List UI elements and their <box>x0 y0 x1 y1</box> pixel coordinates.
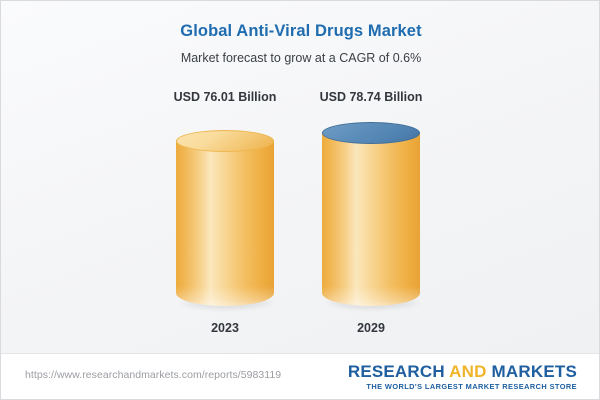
research-and-markets-logo: RESEARCH AND MARKETS THE WORLD'S LARGEST… <box>348 362 577 391</box>
logo-word-research: RESEARCH <box>347 362 445 381</box>
chart-header: Global Anti-Viral Drugs Market Market fo… <box>1 21 599 66</box>
logo-word-markets: MARKETS <box>491 362 577 381</box>
bar-body-2029 <box>322 132 420 306</box>
bar-cap-2029 <box>322 122 420 144</box>
x-axis-labels: 2023 2029 <box>1 319 599 339</box>
bar-group-2029: USD 78.74 Billion <box>296 89 446 344</box>
bar-body-2023 <box>176 140 274 306</box>
chart-plot-area: USD 76.01 Billion USD 78.74 Billion <box>1 89 599 344</box>
bar-value-label-2029: USD 78.74 Billion <box>319 90 423 104</box>
x-axis-label-2029: 2029 <box>357 321 385 335</box>
logo-word-and: AND <box>449 362 487 381</box>
bar-group-2023: USD 76.01 Billion <box>150 89 300 344</box>
chart-title: Global Anti-Viral Drugs Market <box>180 22 422 40</box>
footer: https://www.researchandmarkets.com/repor… <box>1 354 599 399</box>
logo-tagline: THE WORLD'S LARGEST MARKET RESEARCH STOR… <box>366 382 577 391</box>
bar-cylinder-2029 <box>322 122 421 311</box>
report-url[interactable]: https://www.researchandmarkets.com/repor… <box>25 369 282 381</box>
bar-cap-2023 <box>176 130 274 152</box>
bar-cylinder-2023 <box>176 130 275 311</box>
bar-value-label-2023: USD 76.01 Billion <box>173 90 277 104</box>
x-axis-label-2023: 2023 <box>211 321 239 335</box>
footer-divider <box>1 353 599 354</box>
chart-subtitle: Market forecast to grow at a CAGR of 0.6… <box>180 51 422 65</box>
logo-wordmark: RESEARCH AND MARKETS <box>348 362 577 381</box>
